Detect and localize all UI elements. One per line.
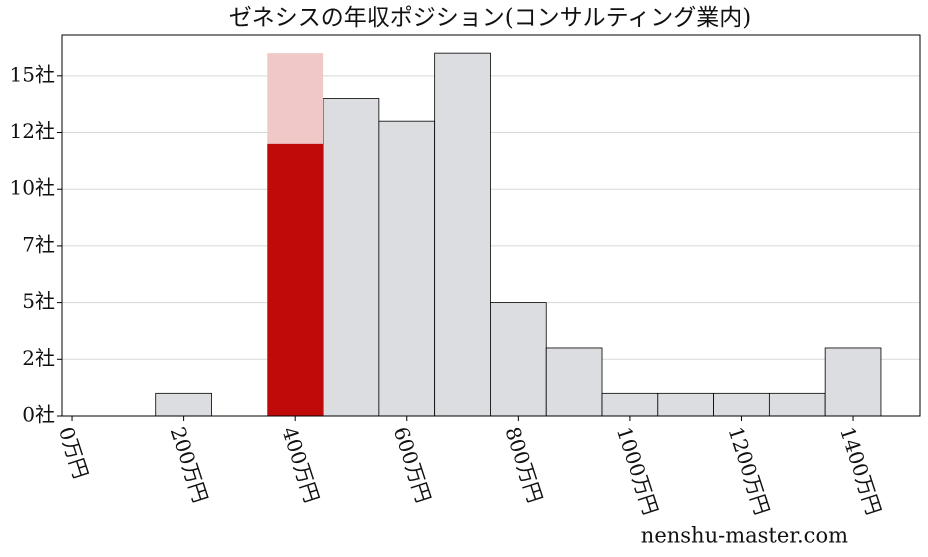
x-tick-label: 200万円 [166,424,213,506]
bar [545,347,603,417]
chart-title: ゼネシスの年収ポジション(コンサルティング業内) [229,5,752,31]
y-tick-label: 0社 [22,403,55,427]
bar [713,392,770,417]
bar [768,392,826,417]
y-tick-label: 2社 [22,346,55,370]
bar [267,143,324,416]
x-tick-label: 1400万円 [835,424,886,518]
plot-frame [61,34,921,417]
x-tick-label: 800万円 [500,424,547,506]
x-tick-label: 1200万円 [723,424,774,518]
y-tick-label: 12社 [10,119,55,143]
bar [657,392,714,417]
x-tick-label: 0万円 [54,424,93,482]
x-tick-label: 1000万円 [612,424,663,518]
watermark: nenshu-master.com [641,524,848,548]
x-tick-label: 600万円 [389,424,436,506]
y-tick-label: 15社 [10,62,55,86]
bar [155,392,212,417]
y-tick-label: 5社 [22,289,55,313]
bar [434,52,491,417]
bar [601,392,659,417]
y-tick-label: 10社 [10,176,55,200]
x-tick-label: 400万円 [277,424,324,506]
bar [322,98,380,417]
bar [824,347,882,417]
bar [378,120,436,417]
y-tick-label: 7社 [22,232,55,256]
bar [490,302,547,417]
